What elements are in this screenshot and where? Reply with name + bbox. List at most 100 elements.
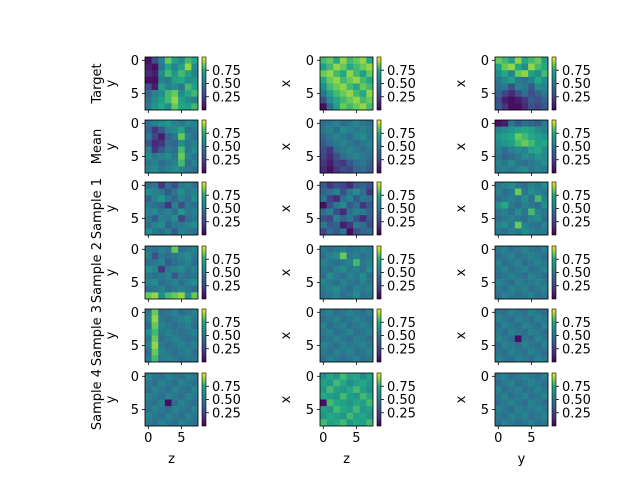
colorbar-tick-label: 0.25 [387,342,416,357]
heatmap-cell [495,90,502,98]
heatmap-cell [339,285,347,293]
heatmap-cell [528,246,536,253]
heatmap-cell [541,328,549,336]
heatmap-cell [495,159,502,167]
y-tick-label: 0 [306,179,314,194]
heatmap-cell [145,159,152,167]
heatmap-cell [171,215,179,223]
colorbar-tick-label: 0.50 [212,266,241,281]
heatmap-cell [178,159,186,167]
heatmap-cell [521,195,529,203]
colorbar [376,181,382,236]
heatmap-cell [495,272,502,280]
heatmap-cell [495,386,502,394]
heatmap-cell [501,252,509,260]
heatmap-cell [541,412,549,420]
heatmap-cell [320,272,327,280]
heatmap-cell [184,103,192,111]
heatmap-cell [359,195,367,203]
heatmap-cell [528,252,536,260]
heatmap-cell [151,315,159,323]
heatmap-cell [366,315,374,323]
heatmap-cell [339,215,347,223]
heatmap-cell [333,139,341,147]
heatmap-cell [145,90,152,98]
heatmap-cell [326,90,334,98]
heatmap-cell [145,70,152,78]
y-tick-label: 5 [131,212,139,227]
heatmap-cell [333,328,341,336]
heatmap-cell [158,399,166,407]
heatmap-cell [333,355,341,363]
heatmap-cell [164,272,172,280]
heatmap-cell [534,265,542,273]
heatmap-cell [514,322,522,330]
heatmap-cell [534,153,542,161]
heatmap-cell [366,153,374,161]
heatmap-cell [346,166,354,174]
heatmap-cell [541,70,549,78]
heatmap-cell [178,126,186,134]
heatmap-cell [164,83,172,91]
heatmap-cell [158,315,166,323]
heatmap-cell [534,335,542,343]
heatmap-cell [514,348,522,356]
heatmap-cell [534,419,542,427]
heatmap-cell [534,201,542,209]
heatmap-cell [534,96,542,104]
heatmap-cell [320,285,327,293]
heatmap-cell [353,348,361,356]
heatmap-cell [508,139,516,147]
heatmap-cell [191,103,199,111]
heatmap-cell [191,188,199,196]
colorbar [201,308,207,363]
y-tick-label: 5 [306,212,314,227]
heatmap-cell [346,309,354,316]
heatmap-cell [514,373,522,380]
heatmap-cell [501,208,509,216]
heatmap-cell [339,315,347,323]
heatmap-cell [339,120,347,127]
heatmap-cell [508,133,516,141]
heatmap-cell [528,309,536,316]
heatmap-cell [145,309,152,316]
heatmap-cell [326,285,334,293]
heatmap-cell [521,265,529,273]
heatmap-cell [171,322,179,330]
heatmap-cell [326,182,334,189]
heatmap-cell [191,215,199,223]
panel-frame [144,308,199,363]
heatmap-cell [326,406,334,414]
heatmap-cell [158,335,166,343]
heatmap-cell [353,159,361,167]
heatmap-cell [171,412,179,420]
heatmap-panel: 0 5 x 0.250.500.75 [454,54,591,113]
heatmap-cell [366,63,374,71]
heatmap-cell [191,70,199,78]
heatmap-cell [339,328,347,336]
heatmap-cell [178,315,186,323]
y-tick-label: 0 [131,54,139,69]
heatmap-cell [158,166,166,174]
heatmap-cell [501,63,509,71]
heatmap-cell [528,285,536,293]
heatmap-cell [320,399,327,407]
heatmap-cell [346,272,354,280]
heatmap-cell [158,83,166,91]
heatmap-cell [151,292,159,300]
panel-frame [319,56,374,111]
heatmap-cell [145,342,152,350]
heatmap-cell [353,406,361,414]
heatmap-cell [541,292,549,300]
heatmap-cell [184,146,192,154]
y-tick-label: 5 [481,339,489,354]
heatmap-cell [514,133,522,141]
heatmap-cell [145,215,152,223]
heatmap-cell [528,315,536,323]
heatmap-cell [151,412,159,420]
heatmap-cell [534,195,542,203]
heatmap-cell [164,215,172,223]
heatmap-cell [326,272,334,280]
heatmap-cell [501,342,509,350]
heatmap-cell [495,279,502,287]
